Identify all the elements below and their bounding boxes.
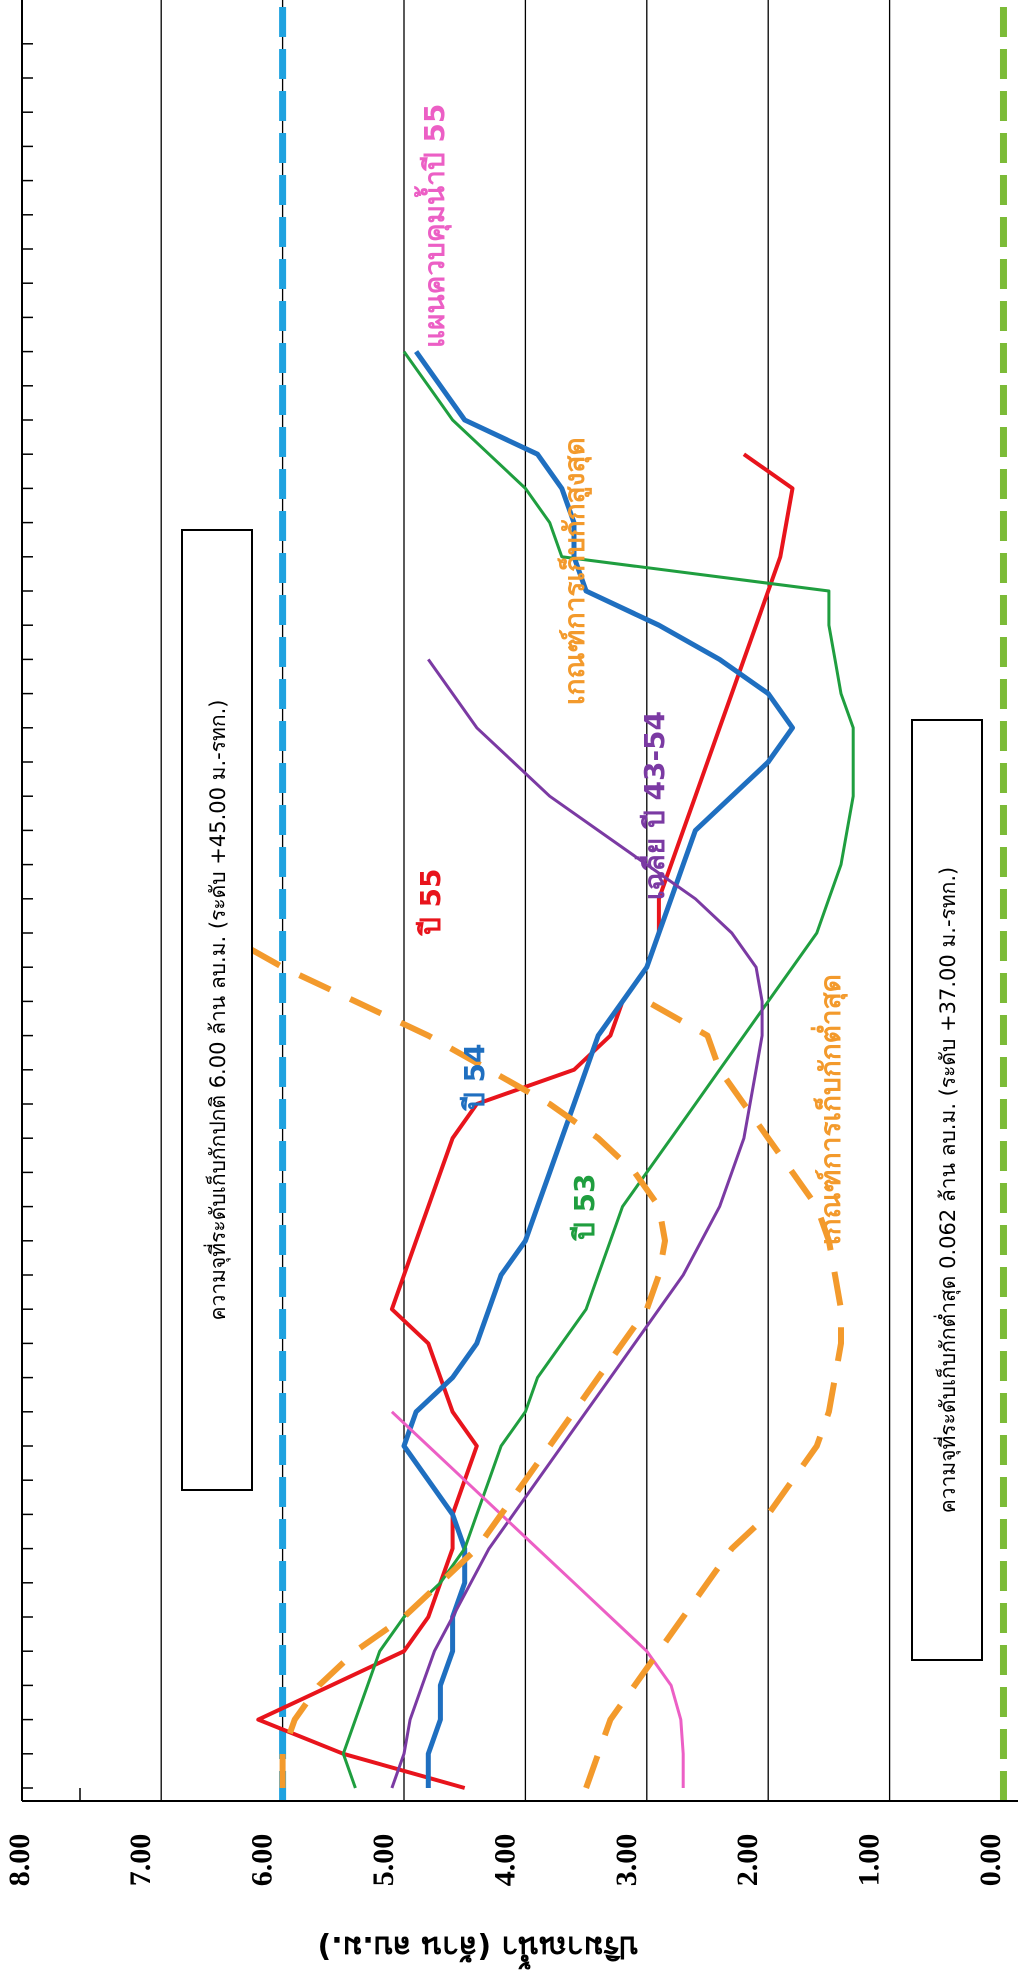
y-tick-label: 8.00	[3, 1834, 36, 1887]
y-tick-label: 6.00	[246, 1834, 279, 1887]
annotation-normal-text: ความจุที่ระดับเก็บกักปกติ 6.00 ล้าน ลบ.ม…	[203, 700, 231, 1321]
y-tick-label: 0.00	[974, 1834, 1007, 1887]
y-tick-label: 1.00	[853, 1834, 886, 1887]
label-min-storage-rule: เกณฑ์การเก็บกักต่ำสุด	[810, 974, 848, 1245]
reference-lines	[279, 0, 1007, 1801]
label-control-plan-55: แผนควบคุมน้ำปี 55	[413, 104, 452, 348]
x-axis-ticks	[22, 43, 81, 1801]
y-tick-label: 5.00	[367, 1834, 400, 1887]
annotation-normal-capacity: ความจุที่ระดับเก็บกักปกติ 6.00 ล้าน ลบ.ม…	[181, 529, 253, 1491]
y-axis-title: ปริมาณน้ำ (ล้าน ลบ.ม.)	[317, 1929, 638, 1970]
series-line-6	[583, 998, 844, 1790]
series-lines	[220, 350, 855, 1790]
annotation-min-box	[911, 719, 983, 1661]
series-line-5	[220, 930, 668, 1788]
series-line-0	[256, 452, 795, 1790]
y-tick-label: 4.00	[488, 1834, 521, 1887]
annotation-min-text: ความจุที่ระดับเก็บกักต่ำสุด 0.062 ล้าน ล…	[933, 867, 961, 1514]
y-tick-label: 7.00	[124, 1834, 157, 1887]
series-line-3	[390, 658, 764, 1789]
series-line-2	[341, 350, 855, 1789]
annotation-normal-box	[181, 529, 253, 1491]
label-year-54: ปี 54	[458, 1044, 491, 1112]
label-average-43-54: เฉลี่ย ปี 43-54	[634, 711, 671, 900]
annotation-min-capacity: ความจุที่ระดับเก็บกักต่ำสุด 0.062 ล้าน ล…	[911, 719, 983, 1661]
y-axis-tick-labels: 0.00 1.00 2.00 3.00 4.00 5.00 6.00 7.00 8.00	[3, 1834, 1007, 1887]
label-year-53: ปี 53	[568, 1174, 601, 1242]
y-tick-label: 2.00	[731, 1834, 764, 1887]
series-line-4	[390, 1410, 685, 1788]
y-tick-label: 3.00	[610, 1834, 643, 1887]
label-year-55: ปี 55	[414, 869, 447, 937]
label-max-storage-rule: เกณฑ์การเก็บกักสูงสุด	[557, 437, 592, 705]
